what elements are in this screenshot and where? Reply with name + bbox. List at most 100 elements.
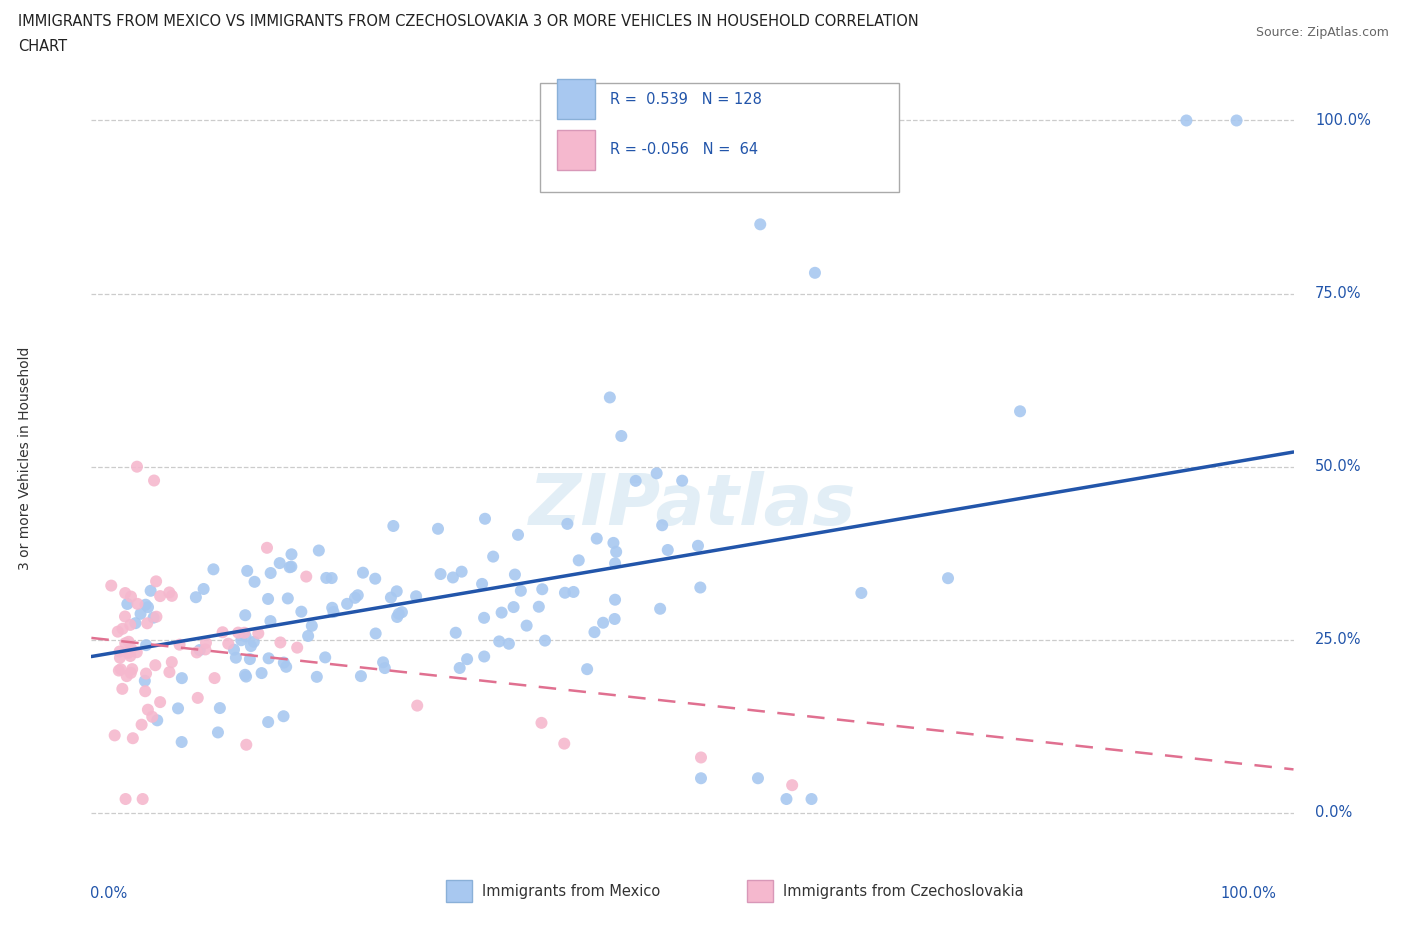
Point: [280, 547, 302, 562]
Point: [610, 429, 633, 444]
Point: [186, 645, 208, 660]
Point: [602, 536, 624, 551]
Point: [108, 650, 131, 665]
Point: [120, 648, 142, 663]
Point: [506, 527, 529, 542]
Point: [233, 607, 256, 622]
Point: [444, 625, 467, 640]
Point: [603, 592, 626, 607]
FancyBboxPatch shape: [446, 880, 472, 902]
Point: [405, 589, 427, 604]
Point: [936, 571, 959, 586]
Point: [129, 606, 152, 621]
Point: [110, 662, 132, 677]
Point: [136, 616, 159, 631]
Point: [605, 544, 627, 559]
Point: [157, 585, 180, 600]
Point: [562, 585, 585, 600]
Point: [471, 577, 494, 591]
Point: [657, 542, 679, 557]
Point: [139, 583, 162, 598]
Point: [235, 737, 257, 752]
Point: [243, 634, 266, 649]
Point: [114, 586, 136, 601]
Point: [350, 669, 373, 684]
Point: [585, 531, 607, 546]
Point: [208, 700, 231, 715]
Point: [117, 645, 139, 660]
Point: [149, 695, 172, 710]
Point: [280, 559, 302, 574]
Point: [488, 634, 510, 649]
FancyBboxPatch shape: [557, 130, 595, 169]
Point: [671, 473, 693, 488]
Point: [1175, 113, 1198, 128]
Point: [239, 639, 262, 654]
Point: [554, 585, 576, 600]
Point: [277, 591, 299, 605]
Point: [689, 580, 711, 595]
Point: [456, 652, 478, 667]
Point: [257, 651, 280, 666]
Point: [142, 610, 165, 625]
Point: [121, 731, 143, 746]
Point: [780, 777, 803, 792]
Point: [225, 650, 247, 665]
Point: [502, 600, 524, 615]
Point: [145, 574, 167, 589]
Point: [568, 553, 591, 568]
Point: [285, 640, 308, 655]
Point: [775, 791, 797, 806]
Point: [385, 584, 408, 599]
Point: [343, 591, 366, 605]
Point: [364, 571, 387, 586]
Point: [108, 644, 131, 659]
Point: [749, 217, 772, 232]
Point: [104, 728, 127, 743]
Point: [124, 616, 146, 631]
Point: [125, 644, 148, 659]
Text: CHART: CHART: [18, 39, 67, 54]
Point: [120, 618, 142, 632]
Text: 3 or more Vehicles in Household: 3 or more Vehicles in Household: [18, 346, 32, 570]
Point: [235, 670, 257, 684]
Text: 100.0%: 100.0%: [1220, 886, 1275, 901]
Point: [305, 670, 328, 684]
Point: [194, 635, 217, 650]
Point: [114, 636, 136, 651]
Point: [135, 638, 157, 653]
Point: [645, 466, 668, 481]
Point: [592, 616, 614, 631]
Point: [135, 666, 157, 681]
Point: [498, 636, 520, 651]
Point: [120, 641, 142, 656]
Point: [308, 543, 330, 558]
Point: [222, 643, 245, 658]
Point: [382, 519, 405, 534]
Point: [117, 634, 139, 649]
Point: [534, 633, 557, 648]
Point: [472, 610, 495, 625]
Text: Immigrants from Mexico: Immigrants from Mexico: [482, 884, 661, 898]
Point: [336, 596, 359, 611]
Point: [125, 459, 148, 474]
Point: [599, 390, 621, 405]
Point: [449, 660, 471, 675]
Point: [114, 791, 136, 806]
Point: [583, 625, 606, 640]
Point: [250, 666, 273, 681]
Point: [160, 589, 183, 604]
Point: [211, 625, 233, 640]
Point: [108, 663, 131, 678]
Point: [120, 666, 142, 681]
Point: [441, 570, 464, 585]
Text: R =  0.539   N = 128: R = 0.539 N = 128: [610, 91, 762, 107]
Point: [278, 560, 301, 575]
Point: [482, 549, 505, 564]
Point: [239, 652, 262, 667]
Point: [290, 604, 312, 619]
Point: [686, 538, 709, 553]
Point: [690, 771, 713, 786]
Point: [297, 629, 319, 644]
Point: [603, 556, 626, 571]
